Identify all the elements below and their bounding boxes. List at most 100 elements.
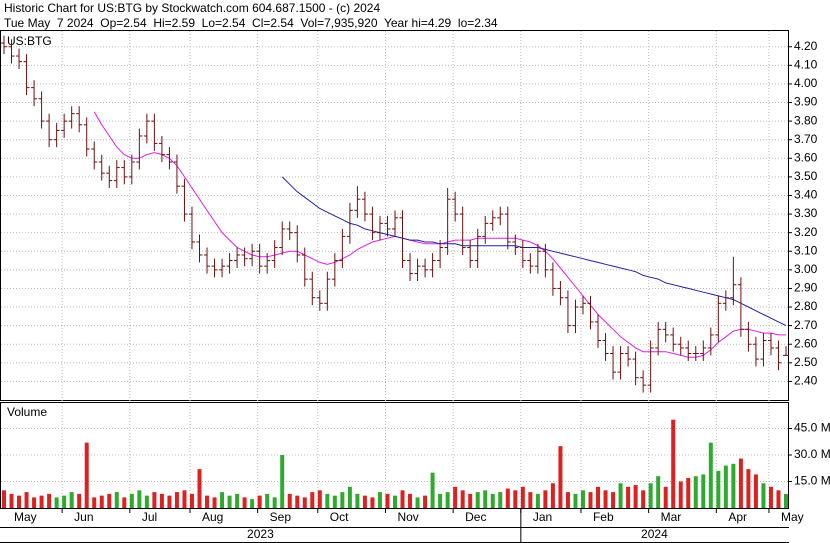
y-tick-label: 45.0 M bbox=[794, 421, 830, 435]
y-tick-label: 2.70 bbox=[794, 318, 818, 332]
volume-bar bbox=[197, 469, 202, 508]
volume-bar bbox=[633, 485, 638, 508]
volume-bar bbox=[92, 497, 97, 508]
x-tick-label: Jun bbox=[74, 510, 93, 524]
volume-bar bbox=[362, 495, 367, 508]
volume-bar bbox=[2, 490, 6, 508]
volume-bar bbox=[129, 493, 134, 508]
volume-bar bbox=[641, 490, 646, 508]
volume-bar bbox=[114, 492, 119, 508]
volume-bar bbox=[205, 495, 210, 508]
volume-bar bbox=[490, 493, 495, 508]
y-tick-label: 3.30 bbox=[794, 206, 818, 220]
volume-bar bbox=[460, 490, 465, 508]
chart-title: Historic Chart for US:BTG by Stockwatch.… bbox=[4, 1, 380, 15]
volume-bar bbox=[656, 476, 661, 508]
volume-bar bbox=[340, 492, 345, 508]
volume-bar bbox=[453, 486, 458, 508]
x-tick-label: Mar bbox=[661, 510, 682, 524]
volume-bar bbox=[77, 493, 82, 508]
volume-bar bbox=[686, 477, 691, 508]
y-tick-label: 2.40 bbox=[794, 374, 818, 388]
volume-bar bbox=[611, 492, 616, 508]
volume-bar bbox=[663, 486, 668, 508]
y-tick-label: 4.00 bbox=[794, 76, 818, 90]
volume-bar bbox=[242, 497, 247, 508]
volume-bar bbox=[528, 492, 533, 508]
x-tick-label: Dec bbox=[465, 510, 486, 524]
volume-bar bbox=[475, 492, 480, 508]
volume-bar bbox=[370, 497, 375, 508]
volume-bar bbox=[415, 497, 420, 508]
volume-bar bbox=[325, 493, 330, 508]
volume-bar bbox=[332, 495, 337, 508]
x-tick-label: May bbox=[14, 510, 37, 524]
moving-average-line bbox=[281, 176, 787, 327]
volume-bar bbox=[137, 490, 142, 508]
volume-bar bbox=[753, 474, 758, 508]
y-tick-label: 2.50 bbox=[794, 355, 818, 369]
volume-bar bbox=[99, 495, 104, 508]
volume-bar bbox=[648, 483, 653, 508]
chart-subtitle: Tue May 7 2024 Op=2.54 Hi=2.59 Lo=2.54 C… bbox=[4, 16, 498, 30]
volume-bar bbox=[596, 486, 601, 508]
y-tick-label: 3.60 bbox=[794, 150, 818, 164]
volume-bar bbox=[385, 493, 390, 508]
volume-bar bbox=[746, 469, 751, 508]
volume-bar bbox=[738, 458, 743, 508]
y-tick-label: 3.20 bbox=[794, 225, 818, 239]
volume-bar bbox=[287, 493, 292, 508]
volume-bar bbox=[423, 495, 428, 508]
volume-bar bbox=[784, 493, 788, 508]
y-tick-label: 3.70 bbox=[794, 132, 818, 146]
volume-bar bbox=[671, 419, 676, 508]
volume-bar bbox=[355, 493, 360, 508]
volume-bar bbox=[573, 493, 578, 508]
volume-bar bbox=[265, 493, 270, 508]
volume-bar bbox=[280, 455, 285, 508]
volume-bar bbox=[558, 446, 563, 508]
y-tick-label: 2.60 bbox=[794, 336, 818, 350]
volume-bar bbox=[498, 492, 503, 508]
symbol-label: US:BTG bbox=[7, 34, 52, 48]
volume-bar bbox=[54, 497, 59, 508]
x-tick-label: Nov bbox=[397, 510, 418, 524]
volume-bar bbox=[227, 495, 232, 508]
volume-bar bbox=[438, 493, 443, 508]
x-tick-label: Sep bbox=[270, 510, 292, 524]
volume-bar bbox=[768, 486, 773, 508]
volume-bar bbox=[250, 499, 255, 508]
volume-bar bbox=[761, 483, 766, 508]
volume-bar bbox=[272, 497, 277, 508]
volume-bar bbox=[445, 492, 450, 508]
volume-bar bbox=[310, 492, 315, 508]
volume-bar bbox=[347, 486, 352, 508]
y-tick-label: 3.00 bbox=[794, 262, 818, 276]
volume-bar bbox=[393, 495, 397, 508]
volume-bar bbox=[731, 463, 736, 508]
y-tick-label: 2.90 bbox=[794, 281, 818, 295]
volume-bar bbox=[32, 497, 37, 508]
y-tick-label: 4.20 bbox=[794, 39, 818, 53]
volume-bar bbox=[618, 483, 623, 508]
volume-bar bbox=[776, 490, 781, 508]
volume-bar bbox=[62, 495, 67, 508]
y-tick-label: 4.10 bbox=[794, 57, 818, 71]
volume-bar bbox=[701, 474, 706, 508]
volume-bar bbox=[257, 495, 262, 508]
volume-bar bbox=[189, 493, 194, 508]
volume-bar bbox=[626, 486, 631, 508]
volume-bar bbox=[212, 497, 217, 508]
volume-bar bbox=[513, 490, 518, 508]
volume-bar bbox=[678, 481, 683, 508]
volume-bar bbox=[84, 442, 89, 508]
volume-bar bbox=[174, 492, 179, 508]
y-tick-label: 30.0 M bbox=[794, 447, 830, 461]
volume-bar bbox=[220, 492, 225, 508]
volume-bar bbox=[377, 492, 382, 508]
volume-bar bbox=[580, 490, 585, 508]
volume-bar bbox=[24, 492, 29, 508]
volume-bar bbox=[693, 476, 698, 508]
y-tick-label: 3.50 bbox=[794, 169, 818, 183]
